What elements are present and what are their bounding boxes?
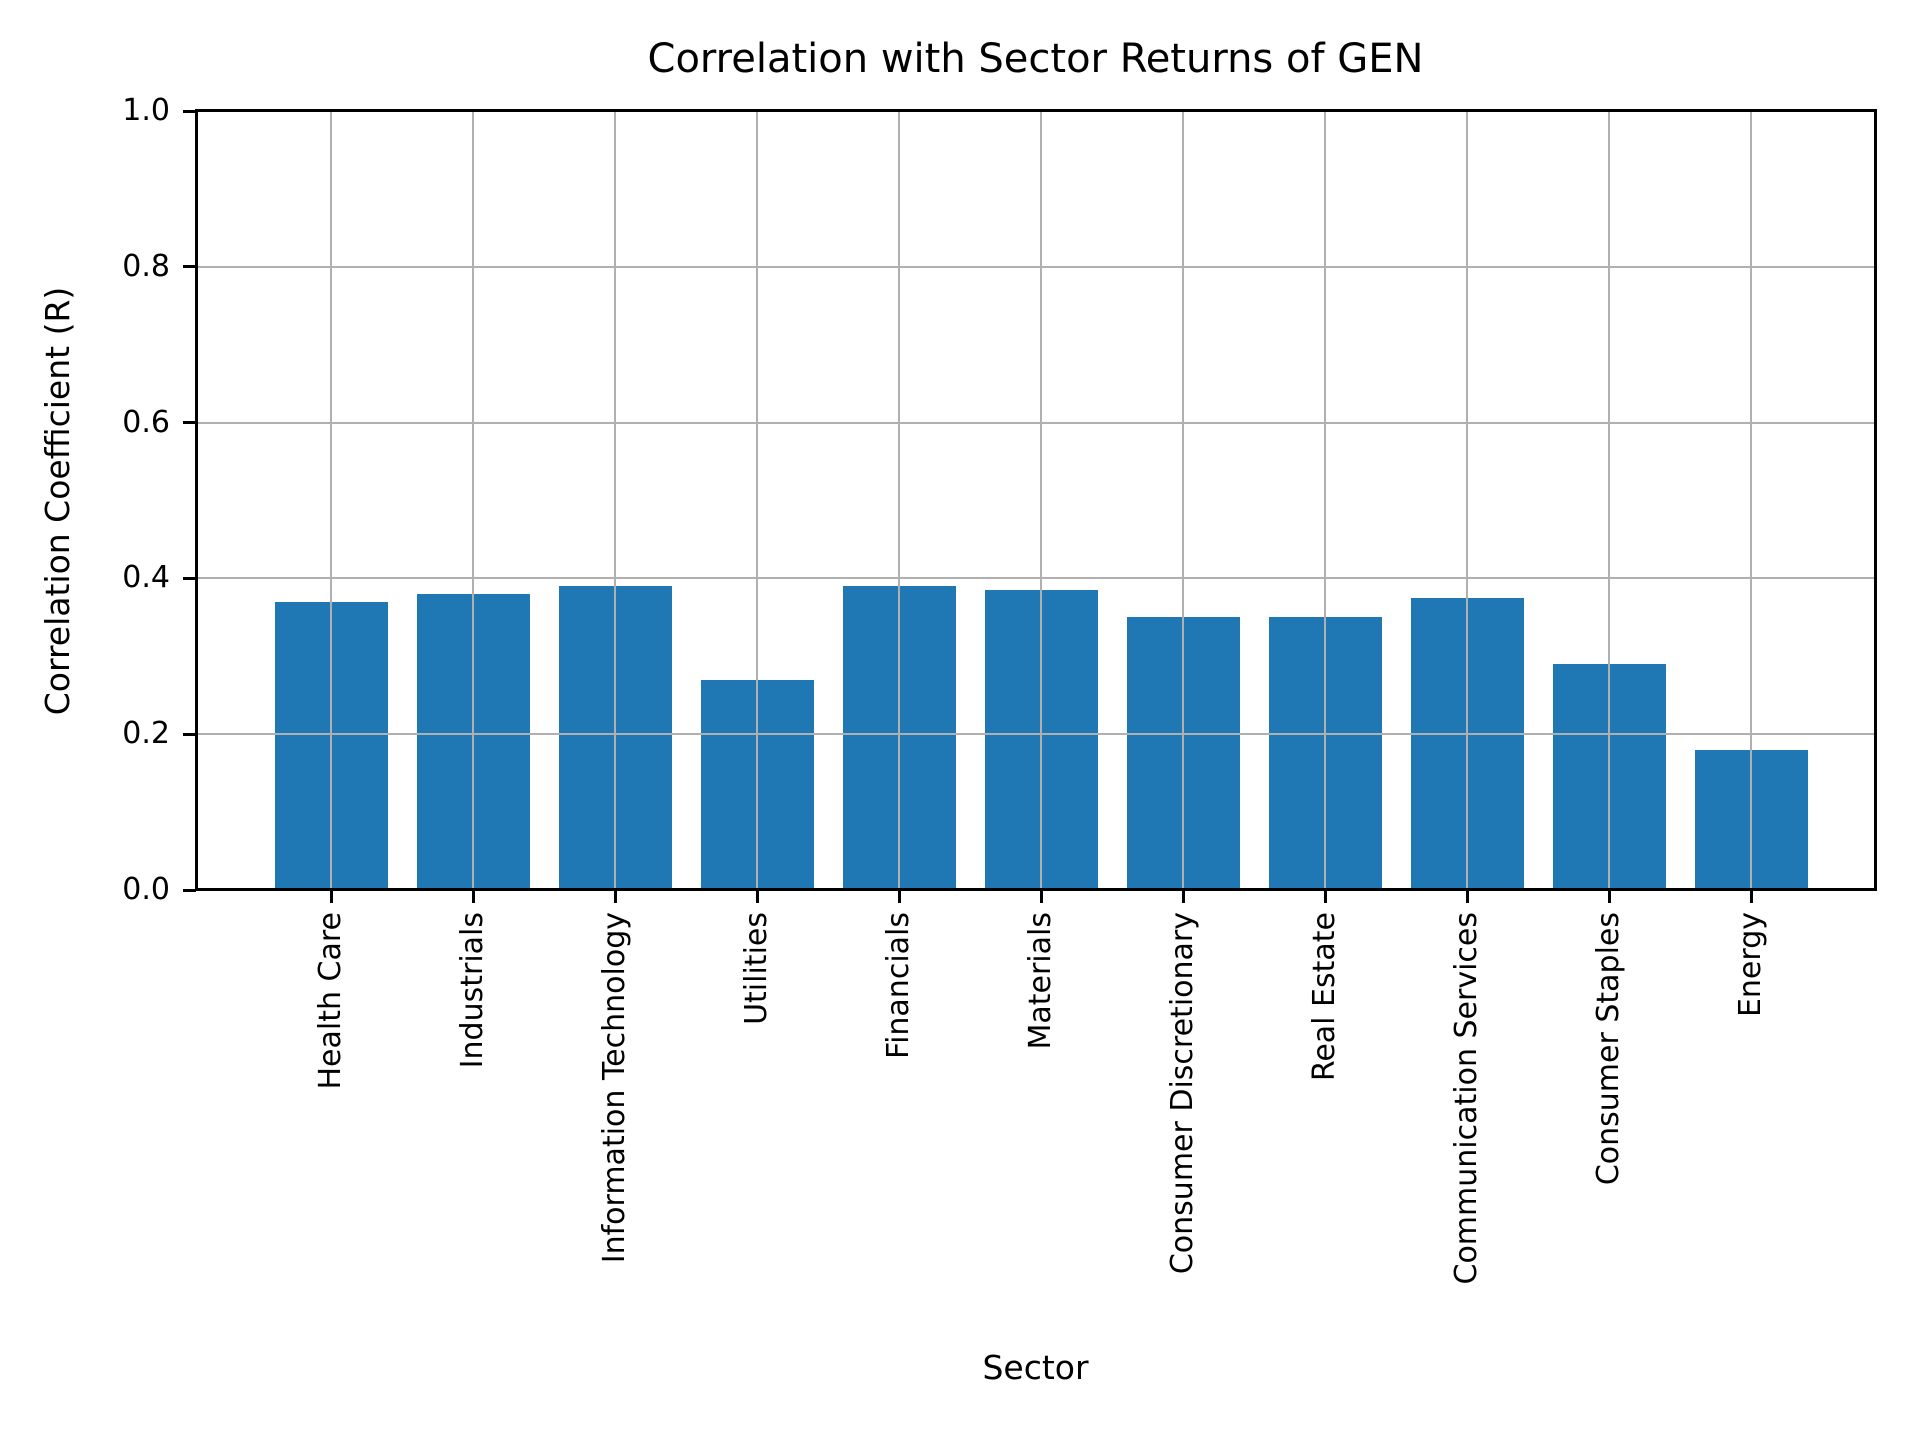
x-tick-mark <box>755 890 759 903</box>
x-tick-mark <box>897 890 901 903</box>
y-gridline <box>196 421 1875 424</box>
x-gridline <box>614 111 616 890</box>
y-tick-label: 0.4 <box>122 560 170 596</box>
x-gridline <box>898 111 900 890</box>
y-tick-mark <box>183 109 196 113</box>
x-tick-mark <box>1039 890 1043 903</box>
x-tick-label: Consumer Discretionary <box>1165 912 1200 1275</box>
x-tick-mark <box>1323 890 1327 903</box>
x-gridline <box>1324 111 1326 890</box>
x-tick-mark <box>471 890 475 903</box>
chart-title: Correlation with Sector Returns of GEN <box>647 36 1424 82</box>
x-tick-mark <box>1607 890 1611 903</box>
y-tick-label: 0.6 <box>122 404 170 440</box>
y-gridline <box>196 265 1875 268</box>
x-tick-mark <box>1465 890 1469 903</box>
x-tick-label: Communication Services <box>1449 912 1484 1285</box>
x-gridline <box>756 111 758 890</box>
x-tick-label: Consumer Staples <box>1591 912 1626 1186</box>
x-tick-label: Financials <box>881 912 916 1059</box>
x-gridline <box>472 111 474 890</box>
x-gridline <box>1182 111 1184 890</box>
y-gridline <box>196 733 1875 736</box>
y-tick-mark <box>183 576 196 580</box>
x-gridline <box>1040 111 1042 890</box>
x-gridline <box>1466 111 1468 890</box>
x-tick-label: Materials <box>1023 912 1058 1050</box>
y-tick-label: 0.2 <box>122 716 170 752</box>
x-tick-mark <box>329 890 333 903</box>
y-axis-label: Correlation Coefficient (R) <box>38 286 77 715</box>
x-tick-label: Utilities <box>739 912 774 1025</box>
y-tick-mark <box>183 732 196 736</box>
y-gridline <box>196 889 1875 891</box>
y-tick-mark <box>183 421 196 425</box>
x-tick-label: Information Technology <box>597 912 632 1264</box>
x-tick-mark <box>1181 890 1185 903</box>
y-tick-label: 0.8 <box>122 248 170 284</box>
x-tick-label: Health Care <box>313 912 348 1090</box>
x-axis-label: Sector <box>982 1348 1089 1387</box>
y-tick-label: 0.0 <box>122 872 170 907</box>
x-gridline <box>330 111 332 890</box>
y-gridline <box>196 577 1875 580</box>
y-tick-mark <box>183 888 196 892</box>
x-gridline <box>1608 111 1610 890</box>
y-gridline <box>196 110 1875 112</box>
y-tick-label: 1.0 <box>122 93 170 128</box>
x-tick-mark <box>1749 890 1753 903</box>
x-tick-label: Real Estate <box>1307 912 1342 1082</box>
x-tick-label: Energy <box>1733 912 1768 1018</box>
x-tick-mark <box>613 890 617 903</box>
y-tick-mark <box>183 265 196 269</box>
x-gridline <box>1750 111 1752 890</box>
x-tick-label: Industrials <box>455 912 490 1069</box>
